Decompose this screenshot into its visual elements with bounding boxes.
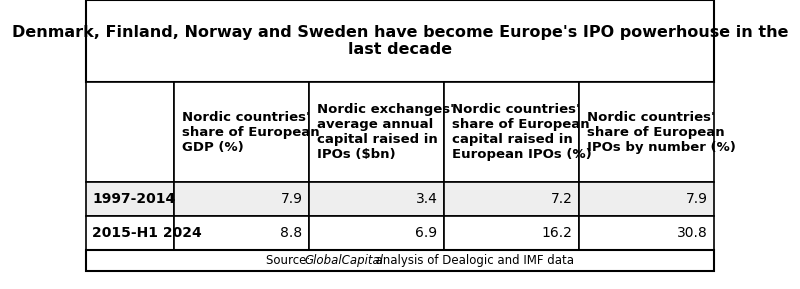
- Text: 30.8: 30.8: [677, 226, 707, 240]
- Bar: [86, 250, 714, 271]
- Text: GlobalCapital: GlobalCapital: [305, 254, 384, 267]
- Text: Nordic exchanges'
average annual
capital raised in
IPOs ($bn): Nordic exchanges' average annual capital…: [317, 103, 454, 161]
- Bar: [309, 216, 444, 250]
- Bar: [174, 82, 309, 182]
- Text: Nordic countries'
share of European
capital raised in
European IPOs (%): Nordic countries' share of European capi…: [452, 103, 591, 161]
- Bar: [174, 216, 309, 250]
- Text: Denmark, Finland, Norway and Sweden have become Europe's IPO powerhouse in the
l: Denmark, Finland, Norway and Sweden have…: [12, 25, 788, 58]
- Bar: [309, 182, 444, 216]
- Bar: [86, 82, 174, 182]
- Text: 3.4: 3.4: [416, 192, 438, 206]
- Text: Nordic countries'
share of European
GDP (%): Nordic countries' share of European GDP …: [182, 111, 319, 154]
- Bar: [86, 216, 174, 250]
- Text: 7.9: 7.9: [281, 192, 302, 206]
- Bar: [444, 182, 579, 216]
- Text: 2015-H1 2024: 2015-H1 2024: [93, 226, 202, 240]
- Bar: [86, 0, 714, 82]
- Text: 16.2: 16.2: [542, 226, 573, 240]
- Text: 6.9: 6.9: [415, 226, 438, 240]
- Text: 7.2: 7.2: [550, 192, 573, 206]
- Bar: [309, 82, 444, 182]
- Text: Nordic countries'
share of European
IPOs by number (%): Nordic countries' share of European IPOs…: [586, 111, 735, 154]
- Bar: [174, 182, 309, 216]
- Text: Source:: Source:: [266, 254, 314, 267]
- Bar: [579, 182, 714, 216]
- Text: 1997-2014: 1997-2014: [93, 192, 176, 206]
- Bar: [579, 216, 714, 250]
- Text: analysis of Dealogic and IMF data: analysis of Dealogic and IMF data: [368, 254, 574, 267]
- Bar: [444, 82, 579, 182]
- Bar: [579, 82, 714, 182]
- Bar: [86, 182, 174, 216]
- Text: 7.9: 7.9: [686, 192, 707, 206]
- Text: 8.8: 8.8: [280, 226, 302, 240]
- Bar: [444, 216, 579, 250]
